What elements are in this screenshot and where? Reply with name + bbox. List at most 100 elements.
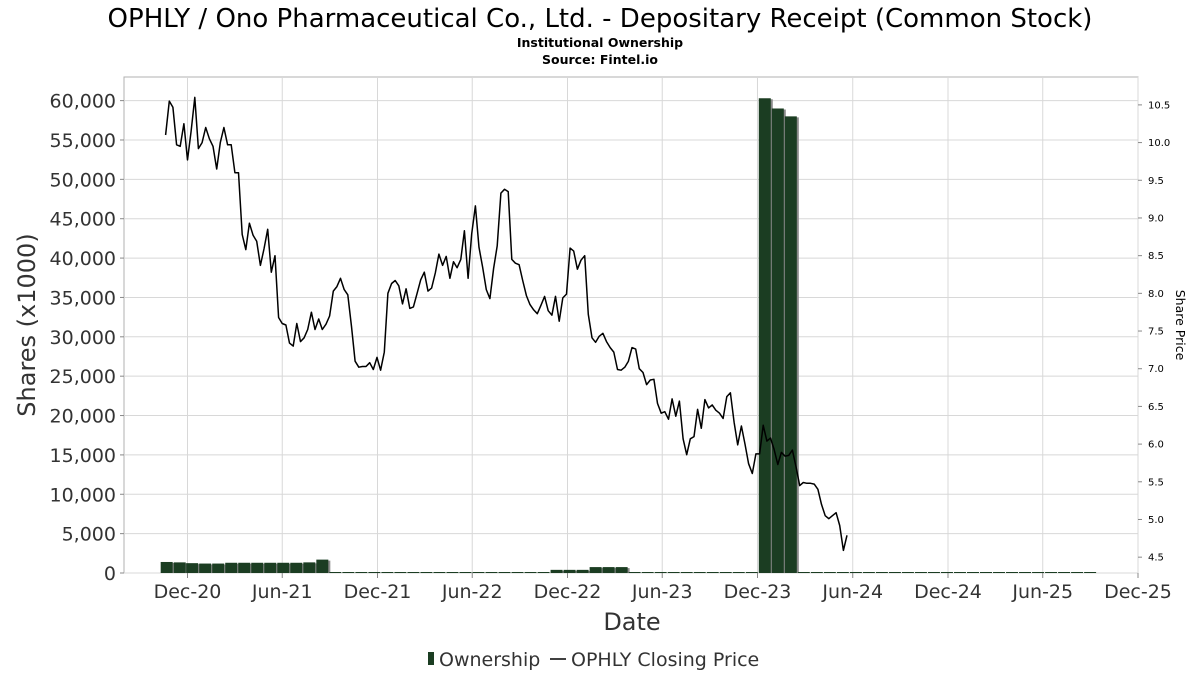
ownership-bar	[888, 572, 901, 573]
ownership-bar	[524, 572, 537, 573]
plot-area	[123, 76, 1139, 574]
ownership-bar	[901, 572, 914, 573]
ownership-bar	[420, 572, 433, 573]
ownership-bar	[459, 572, 472, 573]
ownership-bar	[485, 572, 498, 573]
ownership-bar	[199, 563, 212, 573]
ownership-bar	[797, 572, 810, 573]
y-tick-label: 0	[104, 563, 116, 585]
ownership-bar	[160, 561, 173, 573]
y2-tick-label: 6.0	[1148, 440, 1164, 451]
y-tick-label: 5,000	[62, 524, 116, 546]
price-series-line	[164, 96, 848, 552]
ownership-bar	[719, 572, 732, 573]
ownership-bar	[875, 572, 888, 573]
ownership-bar	[303, 562, 316, 573]
ownership-bar	[381, 572, 394, 573]
y2-tick-label: 10.5	[1148, 100, 1170, 111]
x-tick-label: Dec-22	[534, 581, 602, 603]
legend-price-label: OPHLY Closing Price	[571, 649, 759, 671]
x-tick-label: Jun-24	[821, 581, 883, 603]
ownership-bar	[316, 559, 329, 573]
ownership-bar	[277, 562, 290, 573]
ownership-bar	[654, 572, 667, 573]
legend: Ownership OPHLY Closing Price	[428, 649, 759, 671]
ownership-bar	[1071, 572, 1084, 573]
ownership-bar	[173, 562, 186, 573]
ownership-bar	[1006, 572, 1019, 573]
legend-ownership-label: Ownership	[439, 649, 540, 671]
x-tick-label: Dec-24	[914, 581, 982, 603]
ownership-bar	[849, 572, 862, 573]
chart-title: OPHLY / Ono Pharmaceutical Co., Ltd. - D…	[108, 4, 1093, 34]
y-axis-label: Shares (x1000)	[13, 233, 41, 416]
ownership-bar	[771, 108, 784, 573]
ownership-bar	[927, 572, 940, 573]
x-tick-label: Dec-25	[1104, 581, 1172, 603]
ownership-bar	[641, 572, 654, 573]
y-tick-label: 25,000	[50, 366, 116, 388]
ownership-bar	[186, 563, 199, 573]
ownership-bar	[615, 567, 628, 573]
ownership-bar	[1058, 572, 1071, 573]
ownership-bar	[433, 572, 446, 573]
y2-axis-label: Share Price	[1173, 290, 1188, 361]
ownership-bar	[446, 572, 459, 573]
y-tick-label: 35,000	[50, 287, 116, 309]
ownership-bar	[355, 572, 368, 573]
y2-tick-label: 8.5	[1148, 251, 1164, 262]
x-tick-label: Dec-20	[154, 581, 222, 603]
ownership-bar	[1045, 572, 1058, 573]
y2-tick-label: 8.0	[1148, 289, 1164, 300]
y-tick-label: 30,000	[50, 327, 116, 349]
y-tick-label: 15,000	[50, 445, 116, 467]
ownership-bar	[836, 572, 849, 573]
ownership-bar	[576, 569, 589, 573]
ownership-bar	[329, 572, 342, 573]
ownership-bar	[628, 572, 641, 573]
ownership-bar	[368, 572, 381, 573]
y-tick-label: 10,000	[50, 484, 116, 506]
ownership-bar	[511, 572, 524, 573]
y2-tick-label: 9.5	[1148, 176, 1164, 187]
y-tick-label: 45,000	[50, 209, 116, 231]
y2-tick-label: 6.5	[1148, 402, 1164, 413]
y2-tick-label: 9.0	[1148, 213, 1164, 224]
y2-tick-label: 10.0	[1148, 138, 1170, 149]
ownership-bar	[563, 569, 576, 573]
ownership-bar	[290, 562, 303, 573]
y-axis-ticks: 0 5,000 10,000 15,000 20,000 25,000 30,000 35,0…	[50, 91, 124, 585]
ownership-bar	[550, 569, 563, 573]
ownership-bar	[251, 562, 264, 573]
chart-subtitle-1: Institutional Ownership	[517, 35, 683, 50]
ownership-bar	[745, 572, 758, 573]
ownership-bar	[1084, 572, 1097, 573]
y-tick-label: 50,000	[50, 169, 116, 191]
ownership-bar	[966, 572, 979, 573]
chart-subtitle-2: Source: Fintel.io	[542, 52, 658, 67]
y2-axis-ticks: 4.5 5.0 5.5 6.0 6.5 7.0 7.5 8.0 8.5 9.0 9.5 10.0 10.…	[1138, 100, 1170, 564]
ownership-bar	[810, 572, 823, 573]
x-tick-label: Jun-23	[631, 581, 693, 603]
y2-tick-label: 4.5	[1148, 553, 1164, 564]
y-tick-label: 55,000	[50, 130, 116, 152]
ownership-bar	[537, 572, 550, 573]
x-tick-label: Jun-22	[441, 581, 503, 603]
y2-tick-label: 5.0	[1148, 515, 1164, 526]
ownership-bar	[862, 572, 875, 573]
x-tick-label: Dec-21	[344, 581, 412, 603]
ownership-bar	[693, 572, 706, 573]
ownership-bar	[1019, 572, 1032, 573]
x-tick-label: Jun-21	[251, 581, 313, 603]
ownership-bar	[264, 562, 277, 573]
ownership-bar	[667, 572, 680, 573]
ownership-bar	[914, 572, 927, 573]
legend-ownership-swatch	[428, 652, 434, 665]
ownership-bar	[953, 572, 966, 573]
ownership-bar	[993, 572, 1006, 573]
x-axis-label: Date	[603, 608, 660, 636]
ownership-bar	[706, 572, 719, 573]
ownership-bar	[342, 572, 355, 573]
y2-tick-label: 5.5	[1148, 477, 1164, 488]
